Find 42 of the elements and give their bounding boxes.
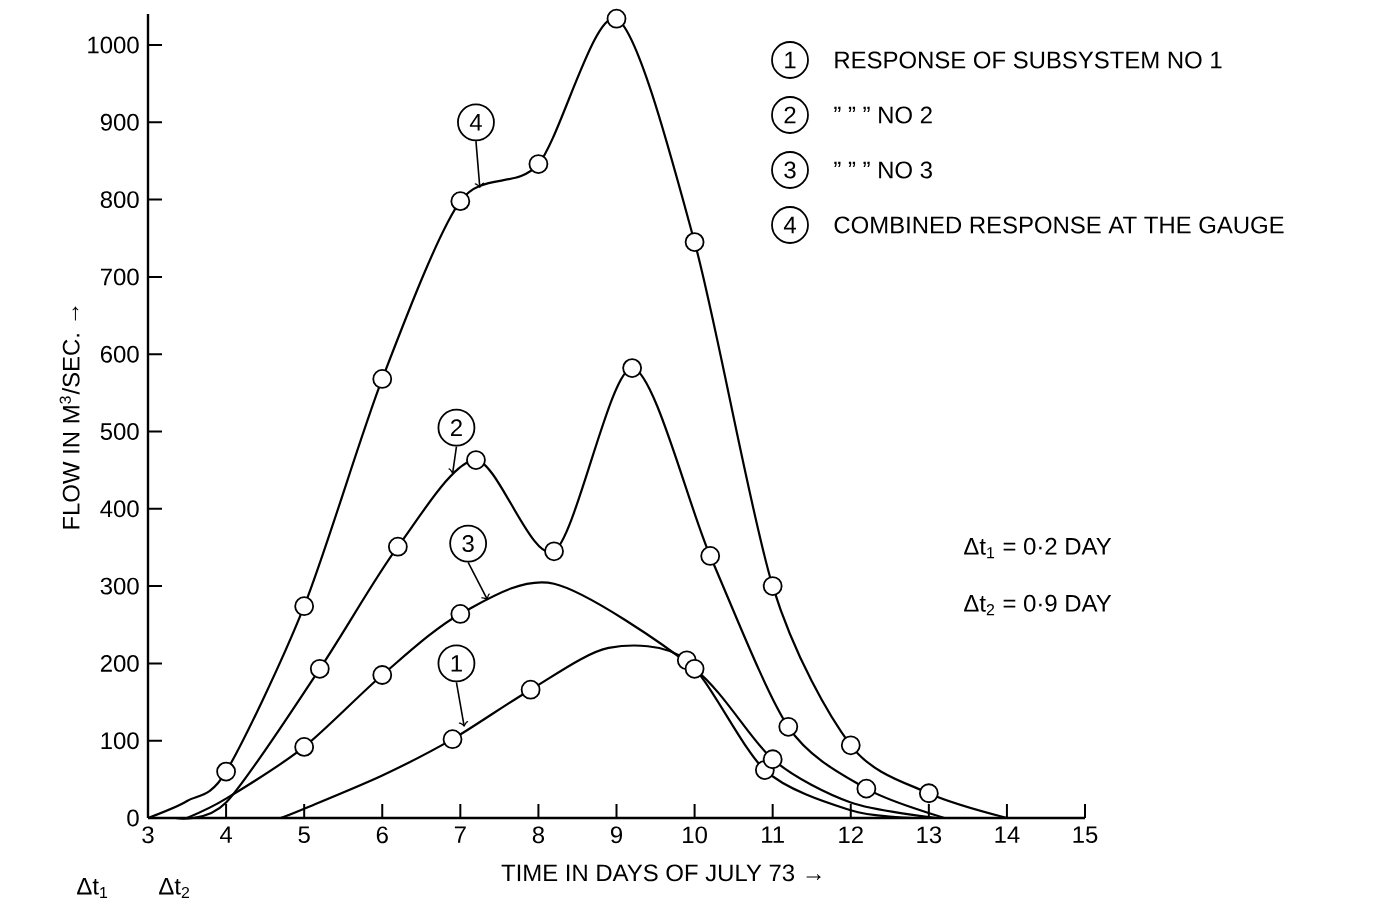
y-axis-title: FLOW IN M$^{3}$/SEC. → (59, 306, 80, 529)
legend-label: 2 (450, 419, 462, 436)
y-tick-label: 100 (101, 732, 139, 750)
y-tick-label: 500 (100, 423, 139, 440)
x-tick-label: 14 (995, 826, 1020, 843)
x-tick-label: 15 (1073, 826, 1098, 844)
text: 3 (784, 161, 796, 179)
x-tick-label: 6 (376, 826, 388, 844)
text: Δt$_{2}$ (159, 877, 190, 899)
x-tick-label: 9 (610, 826, 623, 844)
legend-label: 1 (451, 655, 462, 672)
text: 1 (785, 51, 796, 69)
y-tick-label: 0 (127, 809, 139, 827)
annotation: COMBINED RESPONSE AT THE GAUGE (834, 216, 1284, 234)
x-axis-title: TIME IN DAYS OF JULY 73 → (501, 864, 821, 882)
y-tick-label: 1000 (88, 36, 139, 54)
y-tick-label: 300 (100, 577, 139, 595)
text: 4 (469, 114, 482, 131)
y-tick-label: 900 (100, 113, 139, 131)
x-tick-label: 3 (142, 826, 154, 844)
x-tick-label: 7 (454, 826, 466, 843)
text: Δt$_{1}$ (77, 877, 108, 899)
x-tick-label: 5 (298, 826, 310, 844)
legend-label: 4 (783, 216, 796, 234)
annotation: Δt$_{2}$ = 0·9 DAY (964, 594, 1112, 616)
y-tick-label: 200 (100, 654, 139, 672)
annotation: ” ” ” NO 3 (834, 161, 932, 179)
legend-label: 3 (462, 535, 474, 553)
text: 2 (784, 106, 796, 124)
x-tick-label: 8 (532, 826, 545, 844)
annotation: ” ” ” NO 2 (834, 106, 932, 124)
x-tick-label: 4 (220, 826, 233, 843)
x-tick-label: 10 (683, 826, 707, 844)
y-tick-label: 800 (100, 191, 139, 209)
x-tick-label: 12 (839, 826, 863, 844)
annotation: RESPONSE OF SUBSYSTEM NO 1 (835, 51, 1222, 69)
y-tick-label: 400 (100, 500, 139, 518)
x-tick-label: 13 (917, 826, 942, 844)
x-tick-label: 11 (762, 826, 784, 843)
annotation: Δt$_{1}$ = 0·2 DAY (964, 537, 1112, 559)
y-tick-label: 700 (100, 268, 139, 286)
y-tick-label: 600 (100, 345, 139, 363)
